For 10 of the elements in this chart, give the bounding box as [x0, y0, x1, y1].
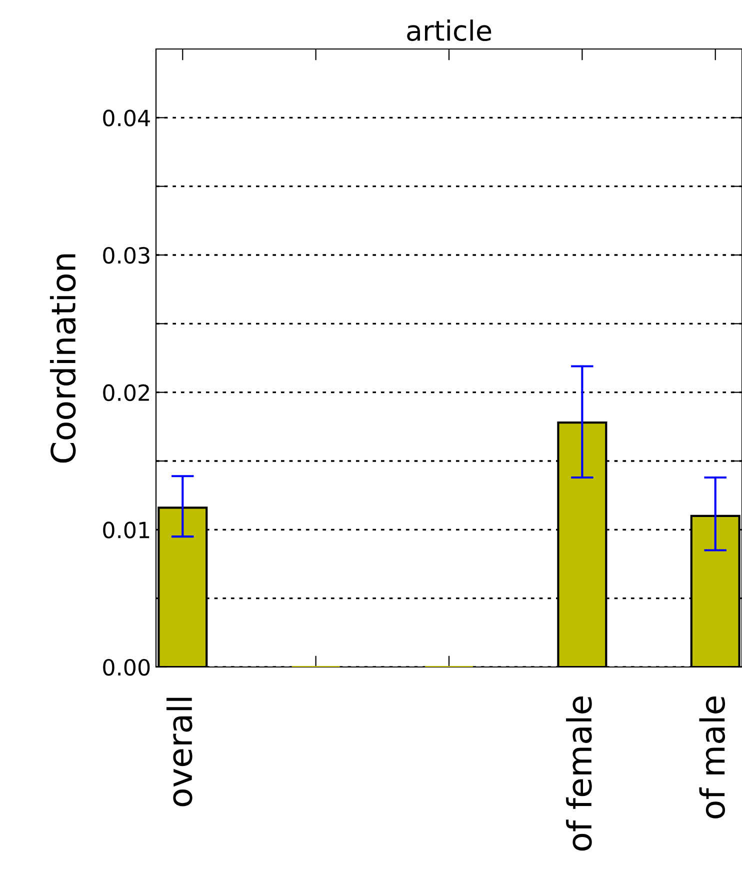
x-tick-label: overall [166, 698, 192, 806]
y-tick-label: 0.02 [103, 384, 149, 402]
y-tick-label: 0.03 [103, 246, 150, 264]
y-tick-label: 0.04 [103, 110, 150, 126]
y-axis-title: Coordination [50, 254, 76, 463]
x-tick-label: of female [566, 696, 592, 851]
y-tick-label: 0.00 [103, 658, 150, 676]
x-tick-label: of male [699, 696, 726, 818]
chart-title: article [407, 20, 492, 42]
y-tick-label: 0.01 [103, 522, 150, 538]
